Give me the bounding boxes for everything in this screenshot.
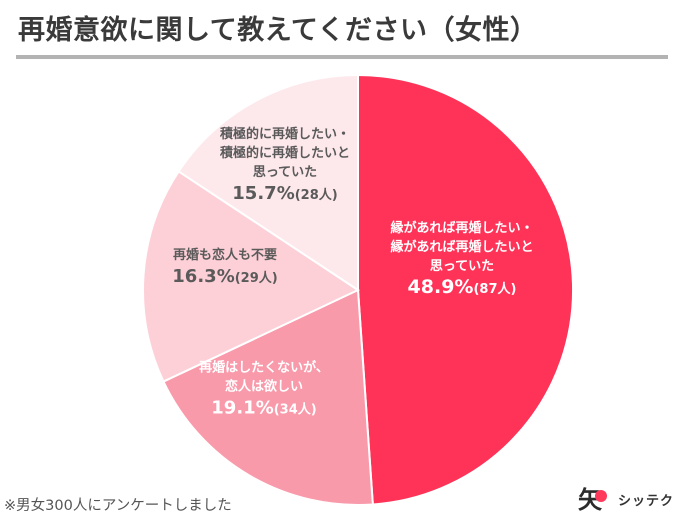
slice-label-line: 思っていた xyxy=(430,259,494,274)
logo-glyph: 矢 xyxy=(578,480,607,515)
footnote: ※男女300人にアンケートしました xyxy=(4,498,232,514)
slice-value-label: 19.1%(34人) xyxy=(211,397,316,418)
slice-value-label: 16.3%(29人) xyxy=(172,266,277,287)
slice-label-line: 恋人は欲しい xyxy=(225,378,303,394)
slice-count: (34人) xyxy=(274,401,317,417)
slice-percent: 19.1% xyxy=(211,397,273,418)
slice-value-label: 48.9%(87人) xyxy=(408,276,517,298)
logo-text: シッテク xyxy=(618,494,675,509)
slice-label-group-2: 再婚はしたくないが、恋人は欲しい 19.1%(34人) xyxy=(199,359,329,418)
pie-slice-2 xyxy=(162,288,374,506)
brand-logo: 矢 シッテク xyxy=(578,480,674,515)
slice-label-line: 縁があれば再婚したいと xyxy=(390,239,533,255)
slice-label-line: 再婚はしたくないが、 xyxy=(199,359,329,375)
logo-dot-icon xyxy=(595,490,607,502)
pie-slice-4 xyxy=(177,73,359,292)
pie-slice-1 xyxy=(357,73,575,506)
slice-value-label: 15.7%(28人) xyxy=(232,183,337,204)
slice-percent: 15.7% xyxy=(232,183,294,204)
slice-count: (87人) xyxy=(473,281,516,297)
slice-label-line: 縁があれば再婚したい・ xyxy=(390,220,533,236)
slice-count: (28人) xyxy=(295,187,338,203)
slice-label-line: 思っていた xyxy=(253,165,317,180)
title-divider xyxy=(16,55,668,59)
slice-percent: 16.3% xyxy=(172,266,234,287)
slice-label-group-3: 再婚も恋人も不要 16.3%(29人) xyxy=(172,247,277,287)
slice-percent: 48.9% xyxy=(408,276,474,298)
slice-label-line: 積極的に再婚したいと xyxy=(219,145,350,161)
pie-slice-3 xyxy=(142,170,361,383)
slice-label-line: 積極的に再婚したい・ xyxy=(219,126,350,142)
slice-count: (29人) xyxy=(235,270,278,286)
slice-label-line: 再婚も恋人も不要 xyxy=(173,247,277,263)
page-title: 再婚意欲に関して教えてください（女性） xyxy=(18,15,538,46)
